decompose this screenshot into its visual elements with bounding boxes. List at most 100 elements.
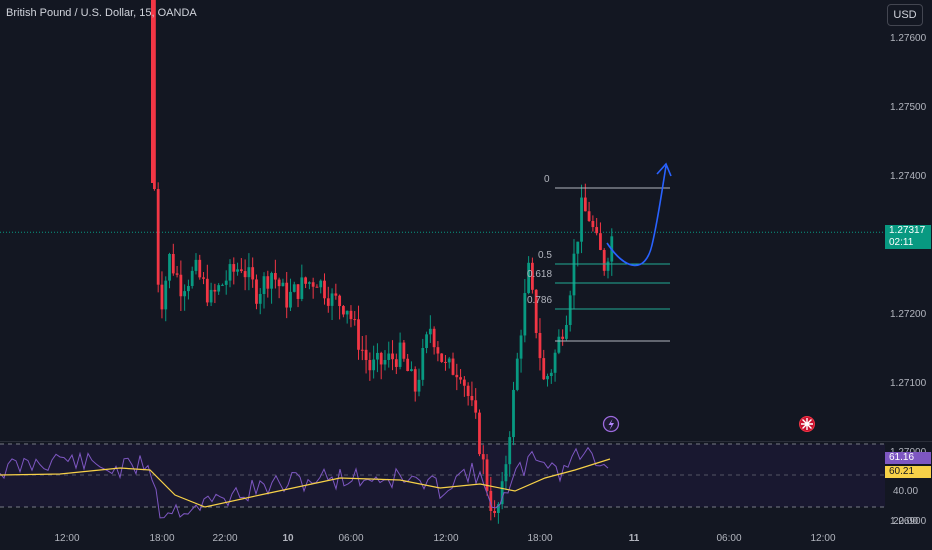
time-axis-label: 10 [282,533,294,544]
time-axis-label: 06:00 [716,533,741,544]
candle-body [190,270,194,287]
projection-arrowhead [656,162,672,177]
time-axis-label: 12:00 [810,533,835,544]
candle-body [239,269,243,272]
candle-body [606,261,610,271]
candle-body [410,369,413,371]
candle-body [557,336,561,353]
candle-body [251,267,255,280]
candle-body [262,276,266,295]
candle-body [428,328,432,335]
candle-body [171,253,175,274]
candle-body [542,358,546,380]
candle-body [311,282,315,287]
rsi-value-label: 61.16 [885,452,931,464]
candle-body-drop [151,0,154,183]
candle-body [512,389,515,438]
candle-body [372,359,376,371]
candle-body [534,289,538,333]
time-axis-label: 18:00 [527,533,552,544]
candle-body [576,241,580,254]
candle-body [164,280,168,310]
candle-body [258,294,262,304]
candle-body [289,291,292,308]
candle-body [417,379,421,392]
candle-body [591,220,595,228]
candle-body [285,282,289,308]
candle-body [447,358,451,363]
candle-body [387,353,391,360]
candle-body [232,264,236,272]
rsi-ma-line [0,458,611,508]
time-axis-label: 22:00 [212,533,237,544]
candle-body [527,262,531,294]
price-tick-label: 1.26900 [890,516,927,527]
candle-body [205,278,209,303]
candle-body [266,276,270,289]
candle-body [455,374,459,378]
fib-level-label: 0.786 [527,295,552,306]
candle-body [330,293,334,306]
symbol-title: British Pound / U.S. Dollar, 15, OANDA [6,7,197,19]
candle-body [277,279,281,287]
current-price-label: 1.27317 [885,225,931,238]
candle-body [599,233,602,250]
fib-level-label: 0.5 [538,250,552,261]
candle-body [531,262,534,290]
currency-button[interactable]: USD [887,4,923,26]
uk-flag-icon [799,416,815,432]
projection-arrow [606,162,672,267]
candle-body [296,284,300,299]
candle-body [349,310,353,320]
fib-retracement: 0 0.5 0.618 0.786 [527,174,670,342]
candle-body [255,279,258,304]
candle-body [470,395,474,401]
candle-body [228,264,232,281]
candle-body [444,361,447,363]
candle-body [270,273,273,289]
projection-curve [606,165,667,267]
candle-body [421,348,425,380]
candle-body [202,277,205,279]
bar-countdown-label: 02:11 [885,237,931,250]
candle-body [217,285,221,292]
candle-body [338,295,342,307]
candle-body [549,372,553,376]
candle-body [466,385,470,396]
candle-body [398,342,402,367]
candle-body [183,291,187,297]
candle-body [221,284,224,286]
candle-body [364,349,368,361]
candle-body [459,377,462,380]
candle-body [334,293,338,296]
time-axis-label: 11 [629,533,640,544]
candle-body [247,267,251,278]
candle-body [493,510,496,513]
candle-body [319,280,323,288]
candle-body [474,400,478,413]
candle-body [462,379,466,386]
candle-body [519,335,523,359]
price-tick-label: 1.27500 [890,102,927,113]
candle-body [281,282,285,287]
candle-body [538,332,542,359]
candle-body [323,280,326,299]
candle-body [500,481,504,505]
candle-body [561,336,565,339]
candle-body [394,359,398,367]
candle-body [168,253,171,281]
candle-body [485,459,489,491]
time-axis-label: 18:00 [149,533,174,544]
candle-body [406,358,410,371]
candle-body [307,282,311,284]
rsi-ma-value-label: 60.21 [885,466,931,478]
candle-body [413,369,417,392]
candle-body [583,197,587,212]
candle-body [304,277,307,284]
candle-body [376,352,379,360]
candle-body [179,274,183,297]
candle-body [481,454,485,460]
candle-body [580,197,583,242]
candle-body [383,359,387,365]
